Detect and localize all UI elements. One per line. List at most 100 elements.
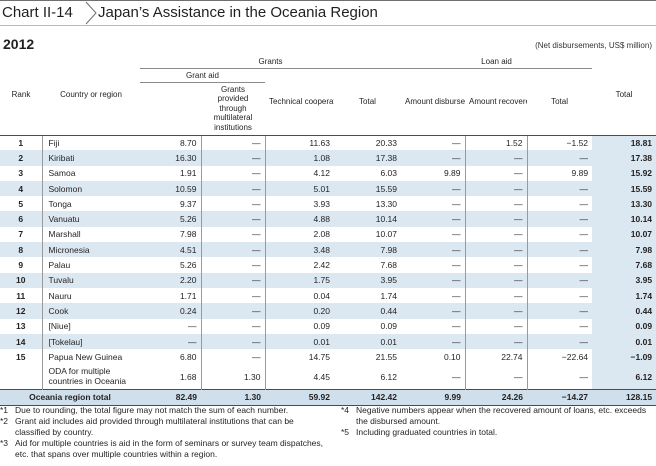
multilateral-cell: —	[200, 318, 265, 334]
country-cell: Fiji	[41, 135, 140, 151]
loan-total-cell: —	[526, 196, 593, 212]
country-cell: Papua New Guinea	[41, 349, 140, 365]
rank-cell: 2	[0, 150, 42, 166]
table-row: 12 Cook 0.24—0.20 0.44— — —0.44	[0, 303, 656, 319]
disbursed-cell: 0.10	[443, 351, 461, 362]
grant-aid-cell: 6.80	[179, 351, 197, 362]
grant-aid-cell: —	[188, 321, 197, 332]
loan-total-cell: —	[526, 303, 593, 319]
multilateral-cell: —	[200, 257, 265, 273]
grant-aid-cell: 1.68	[179, 371, 197, 382]
country-cell: Nauru	[41, 287, 140, 304]
disbursed-cell: —	[452, 321, 461, 332]
total-cell: 6.12	[592, 364, 656, 390]
multilateral-cell: —	[200, 135, 265, 151]
country-cell: [Niue]	[41, 318, 140, 334]
multilateral-cell: —	[200, 287, 265, 304]
chart-title-bar: Chart II-14 Japan’s Assistance in the Oc…	[0, 0, 656, 26]
loan-total-cell: —	[526, 364, 593, 390]
footnote-5: *5 Including graduated countries in total…	[341, 427, 498, 437]
table-row: 1 Fiji 8.70—11.63 20.33—1.52 −1.52 18.81	[0, 135, 656, 151]
grants-total-cell: 15.59	[334, 180, 402, 197]
disbursed-cell: —	[452, 260, 461, 271]
chart-number: Chart II-14	[2, 4, 73, 21]
recovered-cell: —	[464, 196, 528, 212]
technical-cell: 2.42	[264, 257, 334, 273]
recovered-cell: —	[464, 287, 528, 304]
country-cell: ODA for multiple countries in Oceania	[41, 364, 140, 390]
recovered-cell: —	[464, 364, 528, 390]
table-row: 3 Samoa 1.91—4.12 6.03 9.89—9.89 15.92	[0, 165, 656, 181]
disbursed-cell: —	[401, 150, 466, 166]
grants-total-cell: 10.07	[375, 229, 398, 240]
recovered-cell: —	[464, 257, 528, 273]
technical-cell: 0.01	[264, 333, 334, 350]
multilateral-cell: 1.30	[200, 364, 265, 390]
rank-cell: 1	[18, 137, 24, 148]
col-total: Total	[592, 55, 656, 136]
disbursed-cell: —	[452, 371, 461, 382]
total-cell: 1.74	[592, 287, 656, 304]
loan-total-cell: —	[526, 242, 593, 258]
footnote-2: *2 Grant aid includes aid provided throug…	[0, 416, 294, 437]
loan-total-cell: —	[526, 180, 593, 197]
recovered-cell: 24.26	[465, 388, 528, 406]
table-row: 11 Nauru 1.71—0.04 1.74— — —1.74	[0, 287, 656, 304]
total-cell: 18.81	[592, 135, 656, 151]
grants-total-cell: 17.38	[334, 150, 402, 166]
country-cell: Palau	[41, 257, 140, 273]
grant-aid-cell: 16.30	[140, 150, 201, 166]
disbursed-cell: —	[452, 137, 461, 148]
grants-total-cell: 10.14	[334, 211, 402, 227]
loan-total-cell: —	[526, 150, 593, 166]
technical-cell: 4.12	[264, 165, 334, 181]
grant-aid-cell: 1.91	[179, 168, 197, 179]
footnote-4: *4 Negative numbers appear when the recov…	[341, 405, 647, 426]
recovered-cell: —	[464, 165, 528, 181]
col-country: Country or region	[42, 55, 140, 136]
loan-total-cell: −22.64	[526, 349, 593, 365]
table-row: 10 Tuvalu 2.20—1.75 3.95— — —3.95	[0, 272, 656, 288]
total-cell: 128.15	[592, 388, 656, 406]
grants-total-cell: 7.98	[334, 242, 402, 258]
col-technical: Technical cooperation	[265, 68, 334, 136]
technical-cell: 0.20	[264, 303, 334, 319]
grants-total-cell: 7.68	[380, 260, 398, 271]
loan-total-cell: −14.27	[527, 388, 593, 406]
rank-cell: 10	[0, 272, 42, 288]
grant-aid-cell: 10.59	[140, 180, 201, 197]
recovered-cell: —	[464, 226, 528, 243]
disbursed-cell: —	[401, 211, 466, 227]
disbursed-cell: 9.99	[401, 388, 466, 406]
multilateral-cell: —	[200, 226, 265, 243]
col-grants-total: Total	[334, 68, 402, 136]
grants-total-cell: 0.01	[334, 333, 402, 350]
chart-title: Japan’s Assistance in the Oceania Region	[98, 4, 378, 21]
disbursed-cell: —	[401, 303, 466, 319]
total-row: Oceania region total 82.49 1.30 59.92 142.42…	[0, 388, 656, 406]
technical-cell: 1.75	[264, 272, 334, 288]
loan-total-cell: —	[526, 272, 593, 288]
grant-aid-cell: 7.98	[179, 229, 197, 240]
grant-aid-cell: 1.71	[179, 290, 197, 301]
col-grant-multilateral: Grants provided through multilateral ins…	[201, 82, 265, 136]
country-cell: [Tokelau]	[41, 333, 140, 350]
year-label: 2012	[3, 36, 35, 52]
unit-note: (Net disbursements, US$ million)	[535, 41, 652, 50]
technical-cell: 14.75	[264, 349, 334, 365]
grant-aid-cell: —	[140, 333, 201, 350]
table-row: 15 Papua New Guinea 6.80—14.75 21.55 0.10 22.…	[0, 349, 656, 365]
col-amount-recovered: Amount recovered	[465, 68, 528, 136]
footnotes-left: *1 Due to rounding, the total figure may …	[0, 405, 330, 460]
recovered-cell: —	[464, 242, 528, 258]
rank-cell: 3	[18, 168, 24, 179]
total-label: Oceania region total	[0, 388, 140, 406]
footnote-3: *3 Aid for multiple countries is aid in t…	[0, 438, 324, 459]
recovered-cell: —	[464, 211, 528, 227]
rank-cell: 14	[0, 333, 42, 350]
country-cell: Solomon	[41, 180, 140, 197]
rank-cell: 9	[18, 260, 24, 271]
total-cell: 10.14	[592, 211, 656, 227]
total-cell: 0.09	[592, 318, 656, 334]
technical-cell: 11.63	[264, 135, 334, 151]
